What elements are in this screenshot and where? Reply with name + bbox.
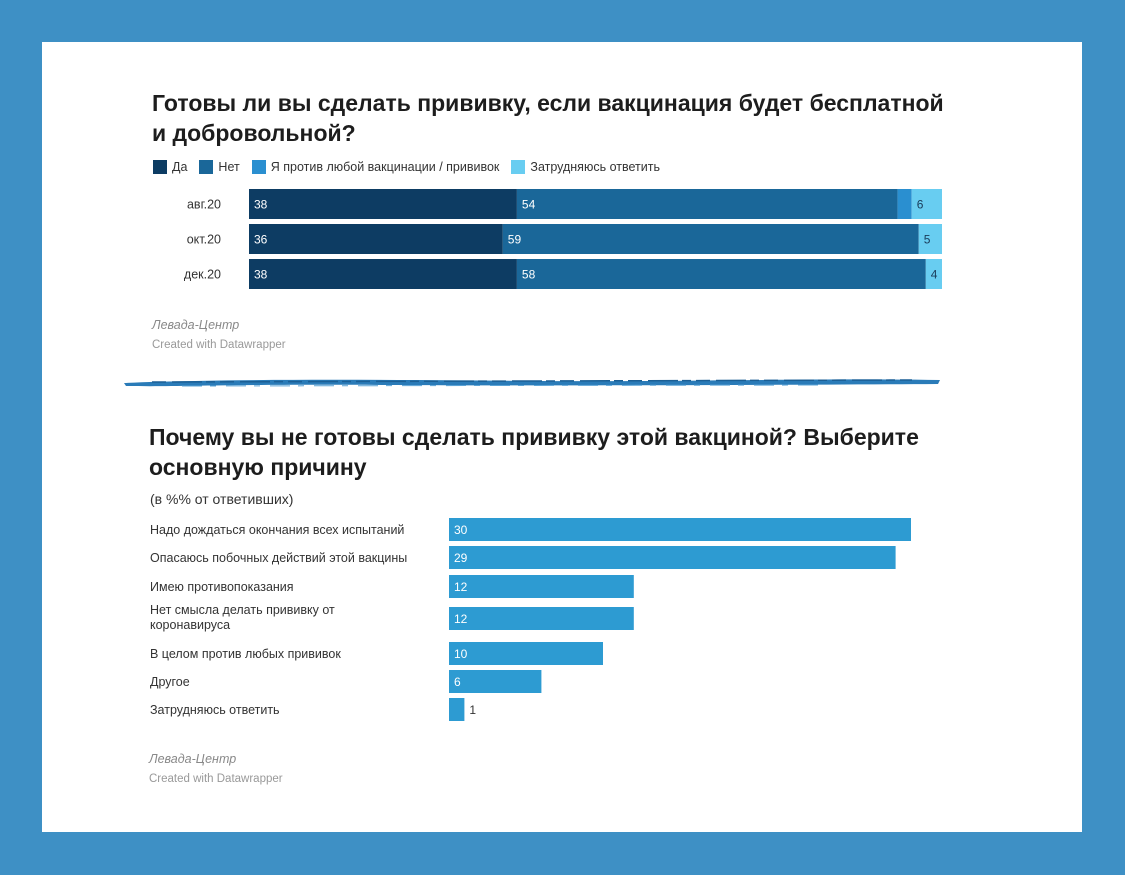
legend-item-protiv: Я против любой вакцинации / прививок (251, 160, 500, 174)
legend-label-net: Нет (218, 160, 240, 174)
chart2-data-label: 1 (469, 703, 476, 717)
chart1-source: Левада-Центр (152, 318, 240, 332)
chart1-data-label: 38 (254, 268, 268, 282)
chart2-credit: Created with Datawrapper (149, 773, 283, 785)
chart1-data-label: 38 (254, 198, 268, 212)
chart2-category-label: Затрудняюсь ответить (150, 703, 280, 717)
legend-item-zatrud: Затрудняюсь ответить (511, 160, 660, 174)
chart2-bar (449, 698, 465, 721)
brush-divider (124, 379, 940, 387)
chart2-subtitle: (в %% от ответивших) (150, 491, 294, 507)
chart1-category-label: дек.20 (184, 268, 221, 282)
chart1-data-label: 6 (917, 198, 924, 212)
chart2-category-label: В целом против любых прививок (150, 647, 341, 661)
chart2-category-label: коронавируса (150, 618, 230, 632)
chart2-category-label: Надо дождаться окончания всех испытаний (150, 523, 404, 537)
chart1-data-label: 58 (522, 268, 536, 282)
legend-label-da: Да (172, 160, 188, 174)
chart1-category-label: авг.20 (187, 198, 221, 212)
chart2-plot: Надо дождаться окончания всех испытаний 3… (150, 518, 911, 721)
legend-swatch-zatrud (511, 160, 526, 174)
chart1-data-label: 59 (508, 233, 522, 247)
legend-swatch-da (153, 160, 167, 174)
chart1-bar-segment (249, 189, 517, 219)
chart2-data-label: 12 (454, 580, 468, 594)
chart2-data-label: 6 (454, 675, 461, 689)
chart1-data-label: 4 (931, 268, 938, 282)
legend-label-zatrud: Затрудняюсь ответить (530, 160, 660, 174)
chart1-plot: авг.20 38 54 6 окт.20 36 59 5 дек.20 38 58 4 (184, 189, 942, 289)
legend-item-net: Нет (199, 160, 240, 174)
chart1-bar-segment (897, 189, 912, 219)
chart1-bar-segment (918, 224, 942, 254)
chart1-bar-segment (502, 224, 919, 254)
chart2-category-label: Имею противопоказания (150, 580, 294, 594)
chart1-credit: Created with Datawrapper (152, 339, 286, 351)
chart1-data-label: 54 (522, 198, 536, 212)
chart2-bar (449, 670, 542, 693)
legend-swatch-net (199, 160, 214, 174)
legend-swatch-protiv (251, 160, 266, 174)
legend-item-da: Да (153, 160, 187, 174)
chart2-category-label: Опасаюсь побочных действий этой вакцины (150, 551, 407, 565)
chart2-data-label: 30 (454, 523, 468, 537)
chart2-category-label: Другое (150, 675, 190, 689)
chart-card: Готовы ли вы сделать прививку, если вакц… (42, 42, 1082, 832)
chart1-bar-segment (249, 259, 517, 289)
chart2-source: Левада-Центр (149, 752, 237, 766)
chart1-bar-segment (249, 224, 503, 254)
chart2-title: Почему вы не готовы сделать прививку это… (149, 424, 919, 480)
chart1-data-label: 5 (924, 233, 931, 247)
chart2-bar (449, 575, 634, 598)
legend-label-protiv: Я против любой вакцинации / прививок (270, 160, 500, 174)
chart2-category-label: Нет смысла делать прививку от (150, 603, 335, 617)
chart1-legend: Да Нет Я против любой вакцинации / приви… (153, 160, 672, 174)
chart1-title: Готовы ли вы сделать прививку, если вакц… (152, 90, 944, 146)
chart1-bar-segment (925, 259, 942, 289)
chart2-bar (449, 518, 911, 541)
chart1-bar-segment (516, 259, 926, 289)
chart2-bar (449, 607, 634, 630)
chart2-bar (449, 546, 896, 569)
chart2-data-label: 12 (454, 612, 468, 626)
chart2-data-label: 10 (454, 647, 468, 661)
chart1-bar-segment (911, 189, 942, 219)
chart1-category-label: окт.20 (187, 233, 221, 247)
chart2-data-label: 29 (454, 551, 468, 565)
chart1-data-label: 36 (254, 233, 268, 247)
chart1-bar-segment (516, 189, 898, 219)
chart2-bar (449, 642, 603, 665)
